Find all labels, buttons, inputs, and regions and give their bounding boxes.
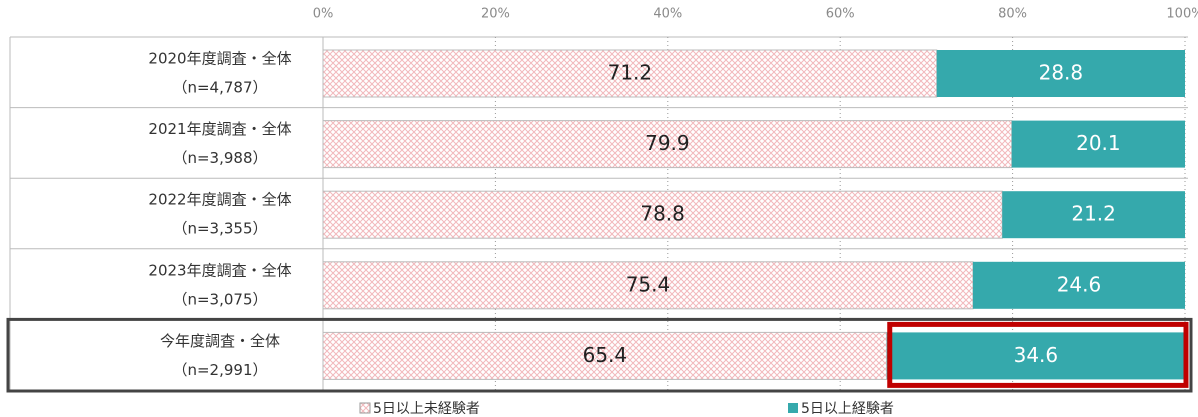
x-tick-label: 40% <box>653 7 682 22</box>
data-label: 78.8 <box>640 202 685 226</box>
category-note: （n=3,355） <box>172 220 267 238</box>
data-label: 24.6 <box>1057 272 1102 296</box>
x-tick-label: 0% <box>313 7 334 22</box>
data-label: 79.9 <box>645 131 690 155</box>
data-label: 20.1 <box>1076 131 1121 155</box>
data-label: 28.8 <box>1039 61 1084 85</box>
legend-label: 5日以上未経験者 <box>373 401 480 417</box>
highlight-row <box>6 317 1193 393</box>
category-note: （n=2,991） <box>172 361 267 379</box>
category-note: （n=3,075） <box>172 290 267 308</box>
data-label: 34.6 <box>1014 343 1059 367</box>
bar-segment <box>886 332 1185 380</box>
data-label: 71.2 <box>608 61 653 85</box>
bar-segment <box>322 190 1003 239</box>
category-label: 今年度調査・全体 <box>160 332 280 350</box>
x-tick-label: 100% <box>1166 7 1198 22</box>
legend-marker <box>788 403 798 413</box>
category-note: （n=4,787） <box>172 79 267 97</box>
category-label: 2022年度調査・全体 <box>148 191 291 209</box>
x-tick-label: 80% <box>998 7 1027 22</box>
x-tick-label: 20% <box>481 7 510 22</box>
data-label: 65.4 <box>583 343 628 367</box>
data-label: 75.4 <box>626 272 671 296</box>
bar-segment <box>936 50 1185 97</box>
category-label: 2020年度調査・全体 <box>148 50 291 68</box>
category-label: 2023年度調査・全体 <box>148 261 291 279</box>
category-label: 2021年度調査・全体 <box>148 120 291 138</box>
highlight-box <box>887 321 1189 388</box>
bar-segment <box>322 49 938 98</box>
data-label: 21.2 <box>1071 202 1116 226</box>
bar-segment <box>1011 120 1185 168</box>
bar-segment <box>1002 191 1185 239</box>
bar-segment <box>322 120 1013 169</box>
legend-marker <box>359 402 371 414</box>
category-note: （n=3,988） <box>172 149 267 167</box>
bar-segment <box>972 261 1185 309</box>
bar-segment <box>322 331 888 380</box>
x-tick-label: 60% <box>826 7 855 22</box>
bar-segment <box>322 261 974 310</box>
legend-label: 5日以上経験者 <box>801 401 894 417</box>
